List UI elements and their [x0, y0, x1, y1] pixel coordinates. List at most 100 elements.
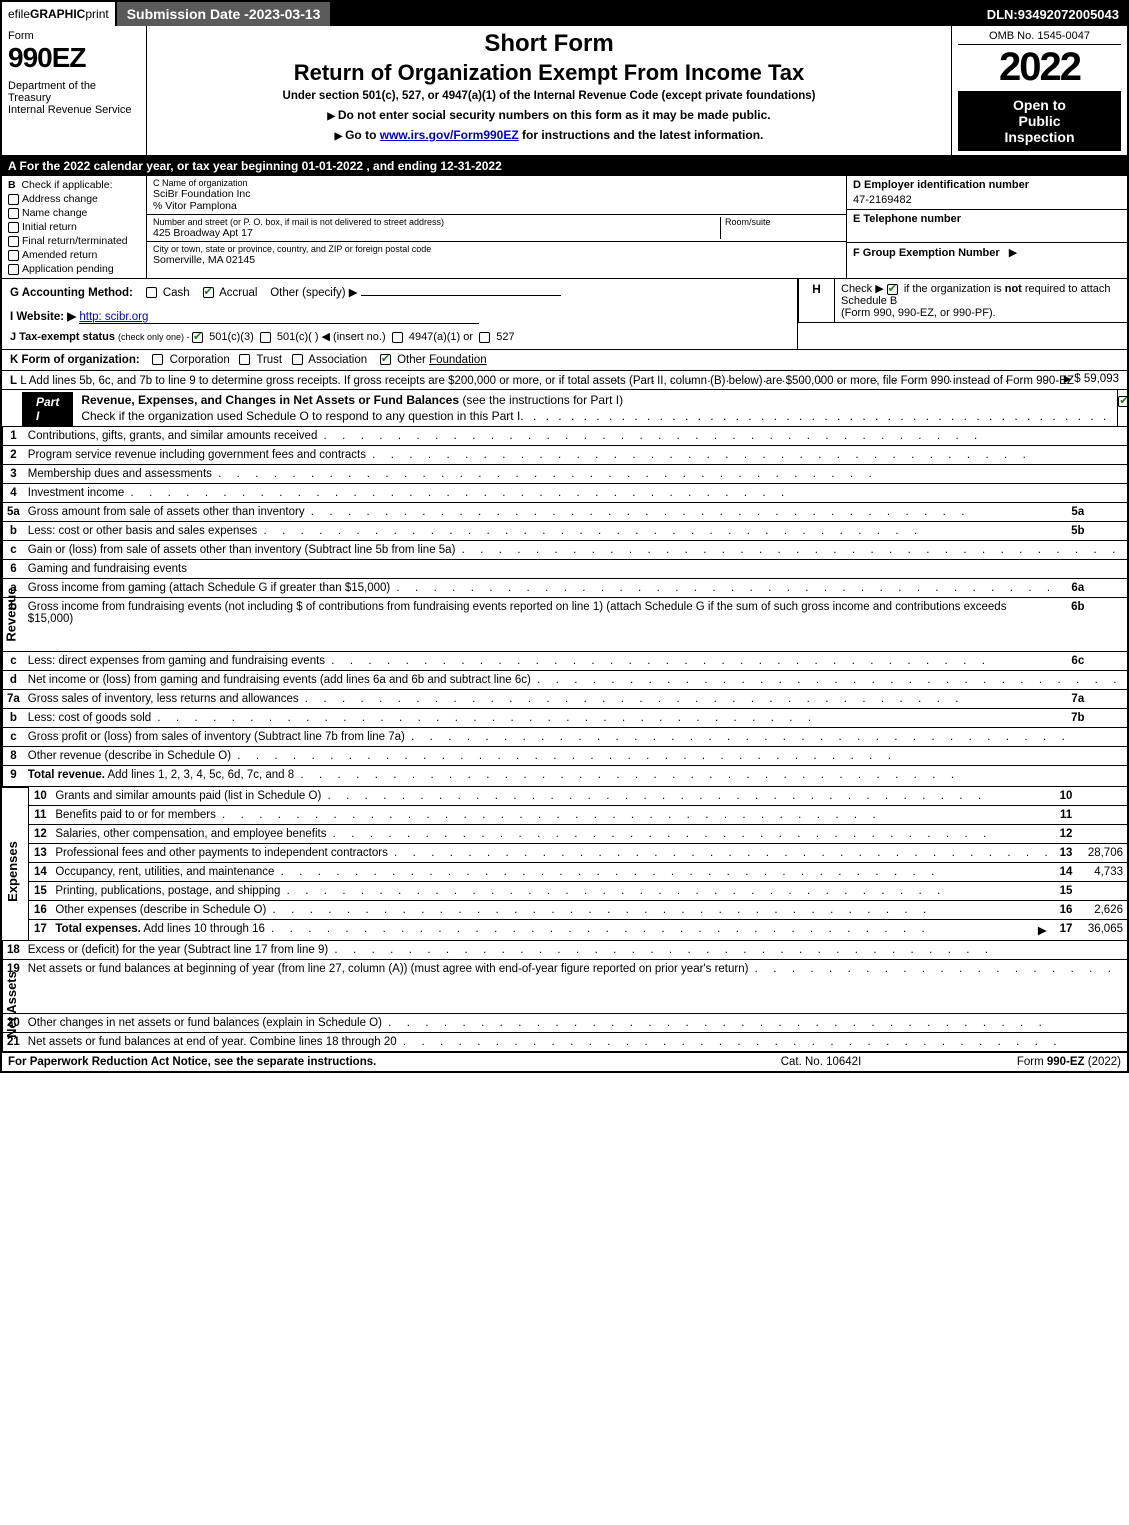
- line-row: 10Grants and similar amounts paid (list …: [29, 787, 1127, 806]
- cash-checkbox[interactable]: [146, 287, 157, 298]
- care-of: % Vitor Pamplona: [153, 200, 840, 212]
- b-checkbox[interactable]: [8, 208, 19, 219]
- line-number: 13: [29, 844, 51, 863]
- irs-link[interactable]: www.irs.gov/Form990EZ: [380, 128, 519, 142]
- line-number: 8: [3, 747, 24, 766]
- b-check-item: Final return/terminated: [8, 235, 140, 247]
- line-description: Net assets or fund balances at end of ye…: [24, 1033, 1129, 1052]
- street-value: 425 Broadway Apt 17: [153, 227, 720, 239]
- accrual-checkbox[interactable]: [203, 287, 214, 298]
- b-check-label: Application pending: [22, 263, 114, 275]
- phone-value: [853, 225, 1121, 239]
- line-ref: 15: [1055, 882, 1078, 901]
- public: Public: [962, 113, 1117, 129]
- expenses-side-label: Expenses: [2, 787, 29, 941]
- l-amount: $ 59,093: [1074, 373, 1119, 385]
- line-description: Other changes in net assets or fund bala…: [24, 1014, 1129, 1033]
- sub-ref: 6a: [1057, 579, 1098, 598]
- b-checkbox[interactable]: [8, 194, 19, 205]
- part-i-tab: Part I: [22, 392, 73, 426]
- b-checkbox[interactable]: [8, 222, 19, 233]
- line-description: Net assets or fund balances at beginning…: [24, 960, 1129, 1014]
- line-description: Other revenue (describe in Schedule O) .…: [24, 747, 1129, 766]
- line-amount: [1077, 787, 1127, 806]
- accrual-label: Accrual: [219, 287, 257, 299]
- b-title: B Check if applicable:: [8, 179, 140, 191]
- efile-graphic-print[interactable]: efile GRAPHIC print: [2, 2, 115, 26]
- instr-goto-post: for instructions and the latest informat…: [522, 128, 763, 142]
- line-number: 7a: [3, 690, 24, 709]
- j-label: J Tax-exempt status: [10, 331, 118, 343]
- k-other-checkbox[interactable]: [380, 354, 391, 365]
- revenue-block: Revenue 1Contributions, gifts, grants, a…: [2, 427, 1127, 787]
- line-row: 12Salaries, other compensation, and empl…: [29, 825, 1127, 844]
- line-number: b: [3, 522, 24, 541]
- line-number: 3: [3, 465, 24, 484]
- other-specify-field[interactable]: [361, 295, 561, 296]
- b-checkbox[interactable]: [8, 264, 19, 275]
- b-check-label: Address change: [22, 193, 98, 205]
- efile-graphic-label: GRAPHIC: [30, 7, 85, 21]
- line-description: Gross income from fundraising events (no…: [24, 598, 1057, 652]
- column-b: B Check if applicable: Address change Nam…: [2, 176, 147, 278]
- line-a: A For the 2022 calendar year, or tax yea…: [2, 156, 1127, 176]
- part-tab-wrap: Part I: [2, 390, 73, 426]
- form-header: Form 990EZ Department of the Treasury In…: [2, 26, 1127, 156]
- k-opt-checkbox[interactable]: [239, 354, 250, 365]
- line-ref: 14: [1055, 863, 1078, 882]
- b-check-item: Initial return: [8, 221, 140, 233]
- line-description: Other expenses (describe in Schedule O) …: [51, 901, 1054, 920]
- line-number: c: [3, 728, 24, 747]
- part-i-check[interactable]: [1118, 396, 1129, 407]
- line-number: 11: [29, 806, 51, 825]
- b-checkbox[interactable]: [8, 250, 19, 261]
- column-c: C Name of organization SciBr Foundation …: [147, 176, 847, 278]
- under-section-text: Under section 501(c), 527, or 4947(a)(1)…: [153, 90, 945, 102]
- footer-mid: Cat. No. 10642I: [721, 1056, 921, 1068]
- j-527-checkbox[interactable]: [479, 332, 490, 343]
- department-text: Department of the Treasury Internal Reve…: [8, 80, 140, 116]
- inspection: Inspection: [962, 129, 1117, 145]
- line-description: Investment income . . . . . . . . . . . …: [24, 484, 1129, 503]
- b-check-item: Amended return: [8, 249, 140, 261]
- line-number: 2: [3, 446, 24, 465]
- other-label: Other (specify) ▶: [270, 287, 357, 299]
- line-number: 6: [3, 560, 24, 579]
- topbar-spacer: [330, 2, 978, 26]
- line-row: aGross income from gaming (attach Schedu…: [3, 579, 1129, 598]
- k-opt-label: Association: [308, 354, 367, 366]
- line-description: Grants and similar amounts paid (list in…: [51, 787, 1054, 806]
- line-number: 1: [3, 427, 24, 446]
- instr-goto: ▶ Go to www.irs.gov/Form990EZ for instru…: [153, 128, 945, 142]
- sub-amount: [1099, 503, 1129, 522]
- k-opt-checkbox[interactable]: [292, 354, 303, 365]
- header-right: OMB No. 1545-0047 2022 Open to Public In…: [952, 26, 1127, 155]
- website-link[interactable]: http: scibr.org: [79, 311, 479, 324]
- line-description: Total expenses. Add lines 10 through 16 …: [51, 920, 1054, 941]
- b-checkbox[interactable]: [8, 236, 19, 247]
- line-number: 14: [29, 863, 51, 882]
- j-501c3-checkbox[interactable]: [192, 332, 203, 343]
- line-row: 7aGross sales of inventory, less returns…: [3, 690, 1129, 709]
- org-name: SciBr Foundation Inc: [153, 188, 840, 200]
- line-amount: 4,733: [1077, 863, 1127, 882]
- revenue-side-label: Revenue: [2, 427, 3, 787]
- b-check-item: Application pending: [8, 263, 140, 275]
- line-number: 15: [29, 882, 51, 901]
- g-section: G Accounting Method: Cash Accrual Other …: [2, 279, 797, 349]
- line-description: Professional fees and other payments to …: [51, 844, 1054, 863]
- line-row: 14Occupancy, rent, utilities, and mainte…: [29, 863, 1127, 882]
- c-city-row: City or town, state or province, country…: [147, 242, 846, 268]
- sub-amount: [1099, 522, 1129, 541]
- b-check-item: Name change: [8, 207, 140, 219]
- h-checkbox[interactable]: [887, 284, 898, 295]
- city-label: City or town, state or province, country…: [153, 244, 840, 254]
- line-row: cGross profit or (loss) from sales of in…: [3, 728, 1129, 747]
- line-description: Less: direct expenses from gaming and fu…: [24, 652, 1057, 671]
- j-4947-checkbox[interactable]: [392, 332, 403, 343]
- open-to: Open to: [962, 97, 1117, 113]
- line-amount: [1077, 882, 1127, 901]
- j-501c-checkbox[interactable]: [260, 332, 271, 343]
- f-arrow: ▶: [1009, 247, 1017, 259]
- k-opt-checkbox[interactable]: [152, 354, 163, 365]
